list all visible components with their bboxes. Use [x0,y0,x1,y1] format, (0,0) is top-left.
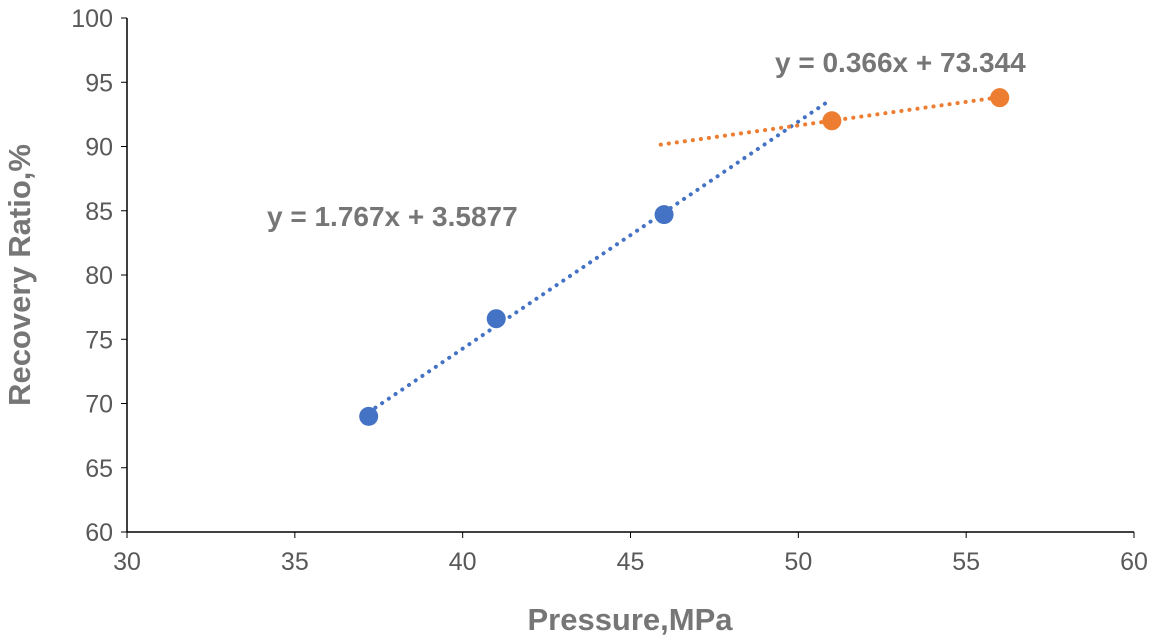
y-tick-label: 95 [85,69,113,97]
x-tick-label: 45 [617,548,645,576]
y-tick-label: 60 [85,519,113,547]
x-tick-label: 50 [784,548,812,576]
trendline-0 [366,99,831,415]
y-tick-label: 90 [85,134,113,162]
x-tick-label: 35 [281,548,309,576]
y-tick-label: 75 [85,326,113,354]
y-tick-label: 100 [71,5,113,33]
x-axis-title: Pressure,MPa [527,602,733,637]
x-tick-label: 60 [1120,548,1148,576]
data-point-s0-1 [486,309,506,329]
x-tick-label: 40 [449,548,477,576]
y-tick-label: 70 [85,391,113,419]
y-tick-label: 80 [85,262,113,290]
trendline-equation-blue: y = 1.767x + 3.5877 [267,201,518,232]
x-tick-label: 30 [113,548,141,576]
data-point-s1-0 [822,111,842,131]
data-point-s0-2 [654,205,674,225]
trendline-equation-orange: y = 0.366x + 73.344 [775,47,1026,78]
y-tick-label: 65 [85,455,113,483]
x-tick-label: 55 [952,548,980,576]
y-tick-label: 85 [85,198,113,226]
data-point-s0-0 [359,406,379,426]
y-axis-title: Recovery Ratio,% [2,144,37,406]
data-point-s1-1 [990,88,1010,108]
